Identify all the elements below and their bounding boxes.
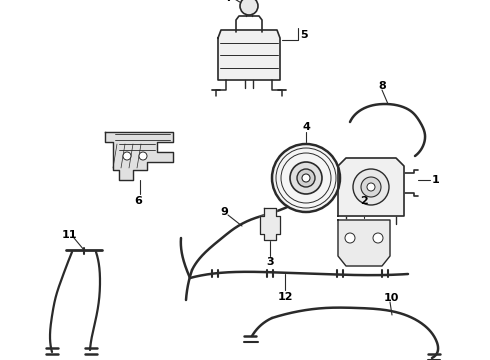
Text: 12: 12 xyxy=(278,292,294,302)
Polygon shape xyxy=(105,132,173,180)
Text: 4: 4 xyxy=(302,122,310,132)
Circle shape xyxy=(139,152,147,160)
Text: 6: 6 xyxy=(134,196,142,206)
Text: 9: 9 xyxy=(220,207,228,217)
Polygon shape xyxy=(218,30,280,80)
Polygon shape xyxy=(338,220,390,266)
Polygon shape xyxy=(260,208,280,240)
Text: 11: 11 xyxy=(62,230,77,240)
Circle shape xyxy=(240,0,258,15)
Circle shape xyxy=(373,233,383,243)
Text: 7: 7 xyxy=(225,0,233,3)
Circle shape xyxy=(367,183,375,191)
Circle shape xyxy=(361,177,381,197)
Text: 10: 10 xyxy=(384,293,399,303)
Circle shape xyxy=(297,169,315,187)
Text: 1: 1 xyxy=(432,175,440,185)
Text: 5: 5 xyxy=(300,30,308,40)
Circle shape xyxy=(272,144,340,212)
Circle shape xyxy=(353,169,389,205)
Text: 8: 8 xyxy=(378,81,386,91)
Circle shape xyxy=(345,233,355,243)
Circle shape xyxy=(123,152,131,160)
Circle shape xyxy=(302,174,310,182)
Circle shape xyxy=(290,162,322,194)
Text: 3: 3 xyxy=(266,257,273,267)
Polygon shape xyxy=(338,158,404,216)
Text: 2: 2 xyxy=(360,196,368,206)
